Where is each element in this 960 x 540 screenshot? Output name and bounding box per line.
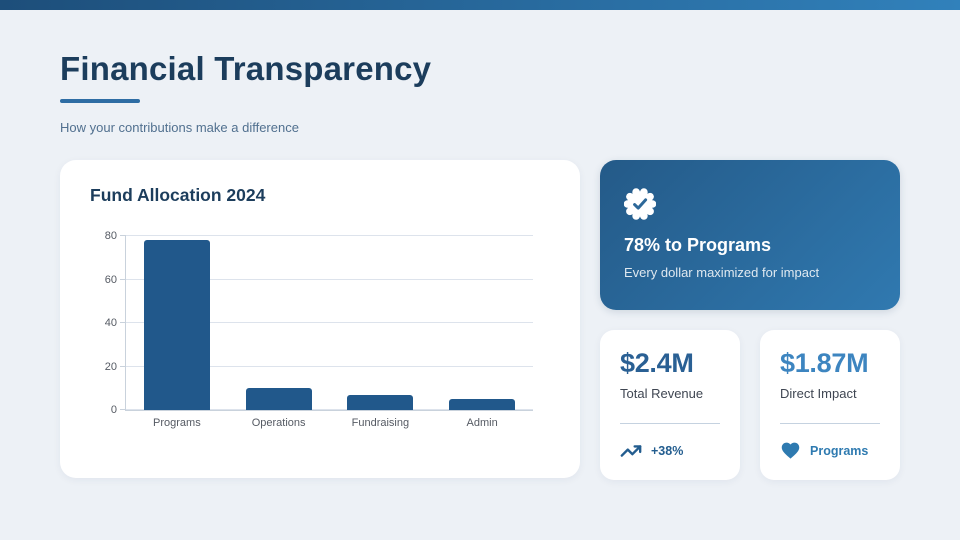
highlight-title: 78% to Programs: [624, 235, 772, 255]
stat-value: $1.87M: [780, 348, 869, 378]
gridline-40: [126, 322, 533, 323]
stat-card-total-revenue: $2.4M Total Revenue +38%: [600, 330, 740, 480]
y-tick-mark: [120, 365, 126, 367]
divider: [780, 423, 880, 424]
stat-label: Total Revenue: [620, 386, 704, 401]
verified-check-badge-icon: [624, 188, 656, 220]
bar-slot-programs: Programs: [126, 236, 228, 429]
chart-title: Fund Allocation 2024: [90, 185, 266, 205]
x-axis-label: Admin: [466, 417, 498, 429]
divider: [620, 423, 720, 424]
y-axis-tick-label: 60: [104, 273, 117, 286]
bar-fundraising: [347, 394, 414, 410]
y-axis-tick-label: 40: [104, 317, 117, 329]
stat-footer: +38%: [620, 440, 720, 462]
gridline-60: [126, 278, 533, 280]
stat-card-direct-impact: $1.87M Direct Impact Programs: [760, 330, 900, 480]
trend-up-icon: [620, 445, 642, 457]
bar-chart-plot-area: 0 20 40 60 80 Programs Operations Fundraising Ad…: [105, 230, 533, 429]
gridline-0: [126, 409, 533, 410]
page-title: Financial Transparency: [60, 50, 432, 87]
bar-programs: [143, 240, 210, 410]
x-axis-label: Operations: [251, 417, 306, 429]
bar-slot-fundraising: Fundraising: [330, 236, 432, 429]
y-tick-mark: [120, 322, 126, 323]
x-axis-label: Fundraising: [351, 417, 410, 429]
bar-operations: [245, 388, 312, 410]
title-accent-underline: [60, 99, 140, 103]
fund-allocation-card: Fund Allocation 2024 0 20 40 60 80 Programs Op…: [60, 160, 580, 478]
highlight-subtitle: Every dollar maximized for impact: [624, 265, 820, 280]
y-tick-mark: [120, 409, 126, 410]
bar-admin: [449, 399, 516, 410]
highlight-card: 78% to Programs Every dollar maximized f…: [600, 160, 900, 310]
y-axis-tick-label: 20: [104, 360, 117, 373]
trend-value: +38%: [651, 444, 684, 458]
gridline-20: [126, 365, 533, 367]
heart-icon: [781, 442, 800, 459]
stat-value: $2.4M: [620, 348, 694, 378]
y-axis-tick-label: 80: [104, 230, 117, 242]
y-axis-tick-label: 0: [110, 404, 117, 416]
gridline-80: [126, 235, 533, 236]
y-tick-mark: [120, 278, 126, 280]
x-axis-label: Programs: [153, 417, 201, 429]
footer-category: Programs: [810, 443, 869, 458]
bar-slot-admin: Admin: [431, 236, 533, 429]
bar-slot-operations: Operations: [228, 236, 330, 429]
stat-label: Direct Impact: [780, 386, 857, 401]
page-subtitle: How your contributions make a difference: [60, 120, 299, 135]
y-tick-mark: [120, 235, 126, 236]
stat-footer: Programs: [780, 440, 880, 461]
bars-layer: Programs Operations Fundraising Admin: [126, 236, 533, 429]
top-accent-bar: [0, 0, 960, 10]
